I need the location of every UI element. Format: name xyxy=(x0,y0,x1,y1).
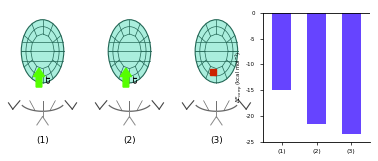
Text: CT: CT xyxy=(134,74,139,83)
Text: (3): (3) xyxy=(210,136,223,145)
Circle shape xyxy=(195,20,238,83)
Bar xyxy=(307,13,326,124)
FancyArrow shape xyxy=(120,68,132,87)
Bar xyxy=(272,13,291,90)
Y-axis label: $\Delta E_{comp}$ (kcal mol$^{-1}$): $\Delta E_{comp}$ (kcal mol$^{-1}$) xyxy=(233,51,245,103)
Circle shape xyxy=(108,20,151,83)
FancyArrow shape xyxy=(33,68,45,87)
Text: (2): (2) xyxy=(123,136,136,145)
Bar xyxy=(342,13,361,134)
Text: CT: CT xyxy=(47,74,52,83)
Circle shape xyxy=(21,20,64,83)
Text: (1): (1) xyxy=(36,136,49,145)
